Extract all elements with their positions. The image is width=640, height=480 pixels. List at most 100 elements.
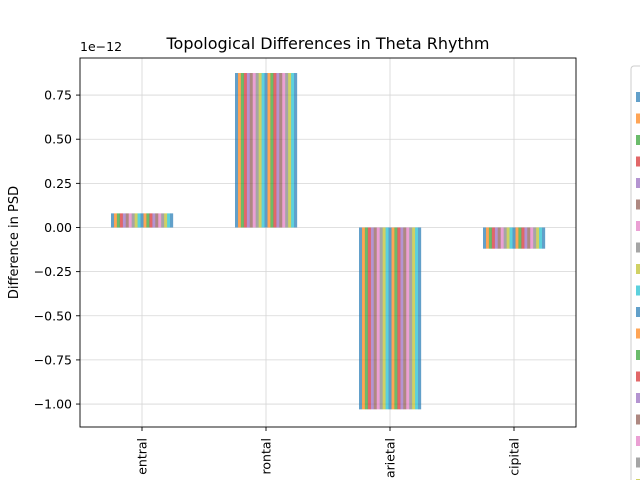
y-tick-label: −0.75 xyxy=(34,352,72,367)
bar-stripe xyxy=(524,227,528,249)
bar-stripe xyxy=(255,73,259,228)
bar-stripe xyxy=(282,73,286,228)
legend-swatch xyxy=(636,135,640,145)
x-tick-label: arietal xyxy=(383,438,398,478)
bar-stripe xyxy=(137,213,141,228)
bar-stripe xyxy=(418,227,422,410)
bar-stripe xyxy=(279,73,283,228)
bar-stripe xyxy=(379,227,383,410)
bar-stripe xyxy=(483,227,487,249)
bar-stripe xyxy=(273,73,277,228)
legend-swatch xyxy=(636,199,640,210)
bar-parietal xyxy=(359,227,422,410)
bar-stripe xyxy=(400,227,404,410)
legend-swatch xyxy=(636,221,640,231)
bar-stripe xyxy=(491,227,495,249)
bar-stripe xyxy=(235,73,239,228)
bar-stripe xyxy=(243,73,247,228)
bar-stripe xyxy=(527,227,531,249)
y-axis-ticks: −1.00 −0.75 −0.50 −0.25 0.00 0.25 0.50 0.75 xyxy=(34,88,80,412)
legend-swatch xyxy=(636,393,640,403)
legend-swatch xyxy=(636,178,640,188)
legend-swatch xyxy=(636,92,640,102)
bar-stripe xyxy=(370,227,374,410)
bar-stripe xyxy=(111,213,115,228)
bar-stripe xyxy=(164,213,168,228)
bar-stripe xyxy=(264,73,268,228)
bar-stripe xyxy=(252,73,256,228)
bar-stripe xyxy=(122,213,126,228)
bar-stripe xyxy=(267,73,271,228)
bar-stripe xyxy=(143,213,147,228)
bar-stripe xyxy=(412,227,416,410)
bar-stripe xyxy=(167,213,171,228)
legend-swatch xyxy=(636,113,640,124)
bar-stripe xyxy=(140,213,144,228)
bar-stripe xyxy=(488,227,493,249)
bar-stripe xyxy=(134,213,138,228)
bar-stripe xyxy=(521,227,525,249)
bar-stripe xyxy=(376,227,380,410)
bar-stripe xyxy=(367,227,371,410)
y-tick-label: 0.00 xyxy=(44,220,72,235)
bar-stripe xyxy=(161,213,165,228)
y-tick-label: 0.50 xyxy=(44,132,72,147)
bar-stripe xyxy=(170,213,174,228)
bar-stripe xyxy=(542,227,546,249)
bar-stripe xyxy=(288,73,292,228)
plot-frame xyxy=(79,57,577,428)
bar-stripe xyxy=(512,227,516,249)
bar-stripe xyxy=(364,227,369,410)
y-tick-label: 0.75 xyxy=(44,88,72,103)
bar-stripe xyxy=(146,213,150,228)
x-tick-label: rontal xyxy=(259,438,274,474)
bar-stripe xyxy=(536,227,540,249)
bar-stripe xyxy=(533,227,537,249)
bar-stripe xyxy=(361,227,366,410)
bar-stripe xyxy=(394,227,398,410)
bar-stripe xyxy=(128,213,132,228)
legend-swatch xyxy=(636,328,640,339)
legend-swatch xyxy=(636,457,640,468)
bar-stripe xyxy=(403,227,407,410)
bar-central xyxy=(111,213,174,228)
bar-groups xyxy=(111,73,546,410)
bar-occipital xyxy=(483,227,546,249)
bar-stripe xyxy=(494,227,498,249)
bar-stripe xyxy=(515,227,519,249)
legend-swatch xyxy=(636,264,640,274)
bar-stripe xyxy=(397,227,401,410)
bar-stripe xyxy=(116,213,121,228)
bar-stripe xyxy=(530,227,534,249)
y-axis-label: Difference in PSD xyxy=(7,186,22,299)
bar-stripe xyxy=(291,73,295,228)
chart-title: Topological Differences in Theta Rhythm xyxy=(166,34,490,53)
legend-swatch xyxy=(636,436,640,446)
bar-stripe xyxy=(500,227,504,249)
bar-stripe xyxy=(382,227,386,410)
bar-stripe xyxy=(385,227,389,410)
y-tick-label: −0.50 xyxy=(34,308,72,323)
bar-stripe xyxy=(409,227,413,410)
bar-stripe xyxy=(125,213,129,228)
bar-stripe xyxy=(294,73,298,228)
bar-stripe xyxy=(270,73,274,228)
legend-swatch xyxy=(636,285,640,296)
bar-stripe xyxy=(155,213,159,228)
legend-swatch xyxy=(636,414,640,425)
bar-stripe xyxy=(359,227,363,410)
y-tick-label: −1.00 xyxy=(34,397,72,412)
bar-stripe xyxy=(518,227,522,249)
legend-swatch xyxy=(636,371,640,382)
bar-stripe xyxy=(158,213,162,228)
grid-lines xyxy=(80,58,576,427)
x-axis-ticks: entral rontal arietal cipital xyxy=(135,427,522,478)
legend xyxy=(630,65,640,480)
bar-stripe xyxy=(237,73,242,228)
bar-stripe xyxy=(131,213,135,228)
legend-swatch xyxy=(636,156,640,167)
bar-frontal xyxy=(235,73,298,228)
bar-stripe xyxy=(391,227,395,410)
x-tick-label: cipital xyxy=(507,438,522,476)
bar-stripe xyxy=(539,227,543,249)
